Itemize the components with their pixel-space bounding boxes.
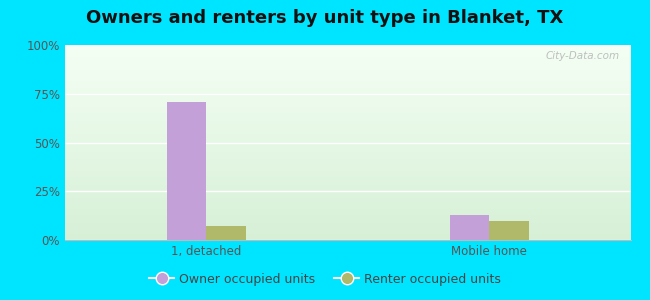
Legend: Owner occupied units, Renter occupied units: Owner occupied units, Renter occupied un… <box>144 268 506 291</box>
Text: City-Data.com: City-Data.com <box>545 51 619 61</box>
Bar <box>167 101 207 240</box>
Bar <box>207 226 246 240</box>
Bar <box>489 220 528 240</box>
Bar <box>450 215 489 240</box>
Text: Owners and renters by unit type in Blanket, TX: Owners and renters by unit type in Blank… <box>86 9 564 27</box>
